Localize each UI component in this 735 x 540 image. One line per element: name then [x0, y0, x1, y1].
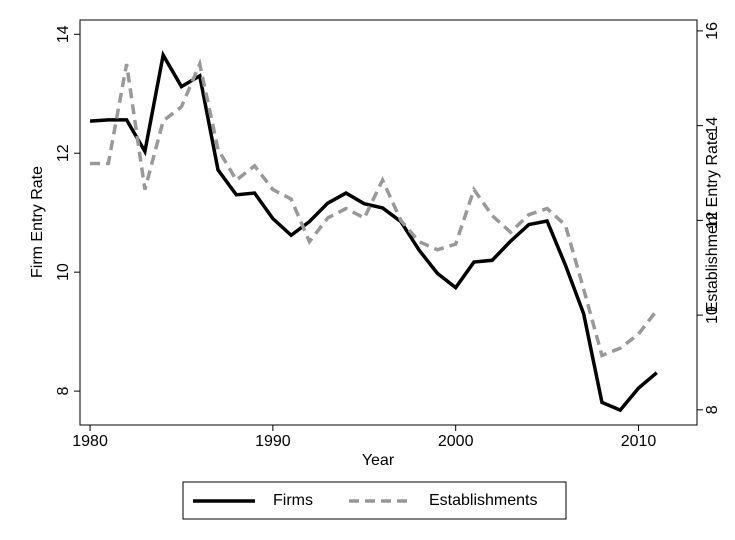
y2-tick-label: 8 — [704, 405, 721, 414]
x-tick-label: 2010 — [621, 433, 657, 450]
y2-tick-label: 16 — [704, 22, 721, 40]
y-tick-label: 10 — [55, 263, 72, 281]
y2-tick-label: 14 — [704, 117, 721, 135]
y-tick-label: 12 — [55, 144, 72, 162]
line-series — [89, 50, 658, 413]
y2-tick-label: 10 — [704, 306, 721, 324]
x-tick-label: 1980 — [72, 433, 108, 450]
x-axis-label: Year — [362, 452, 395, 469]
y2-tick-label: 12 — [704, 211, 721, 229]
y-tick-label: 14 — [55, 25, 72, 43]
line-series — [90, 58, 659, 358]
plot-frame — [79, 19, 698, 426]
y-tick-label: 8 — [55, 387, 72, 396]
y-axis-label: Firm Entry Rate — [29, 166, 46, 278]
x-tick-label: 2000 — [438, 433, 474, 450]
legend-label: Firms — [273, 492, 313, 509]
legend-label: Establishments — [429, 492, 538, 509]
x-tick-label: 1990 — [255, 433, 291, 450]
y2-axis-label: Establishment Entry Rate — [704, 132, 721, 313]
